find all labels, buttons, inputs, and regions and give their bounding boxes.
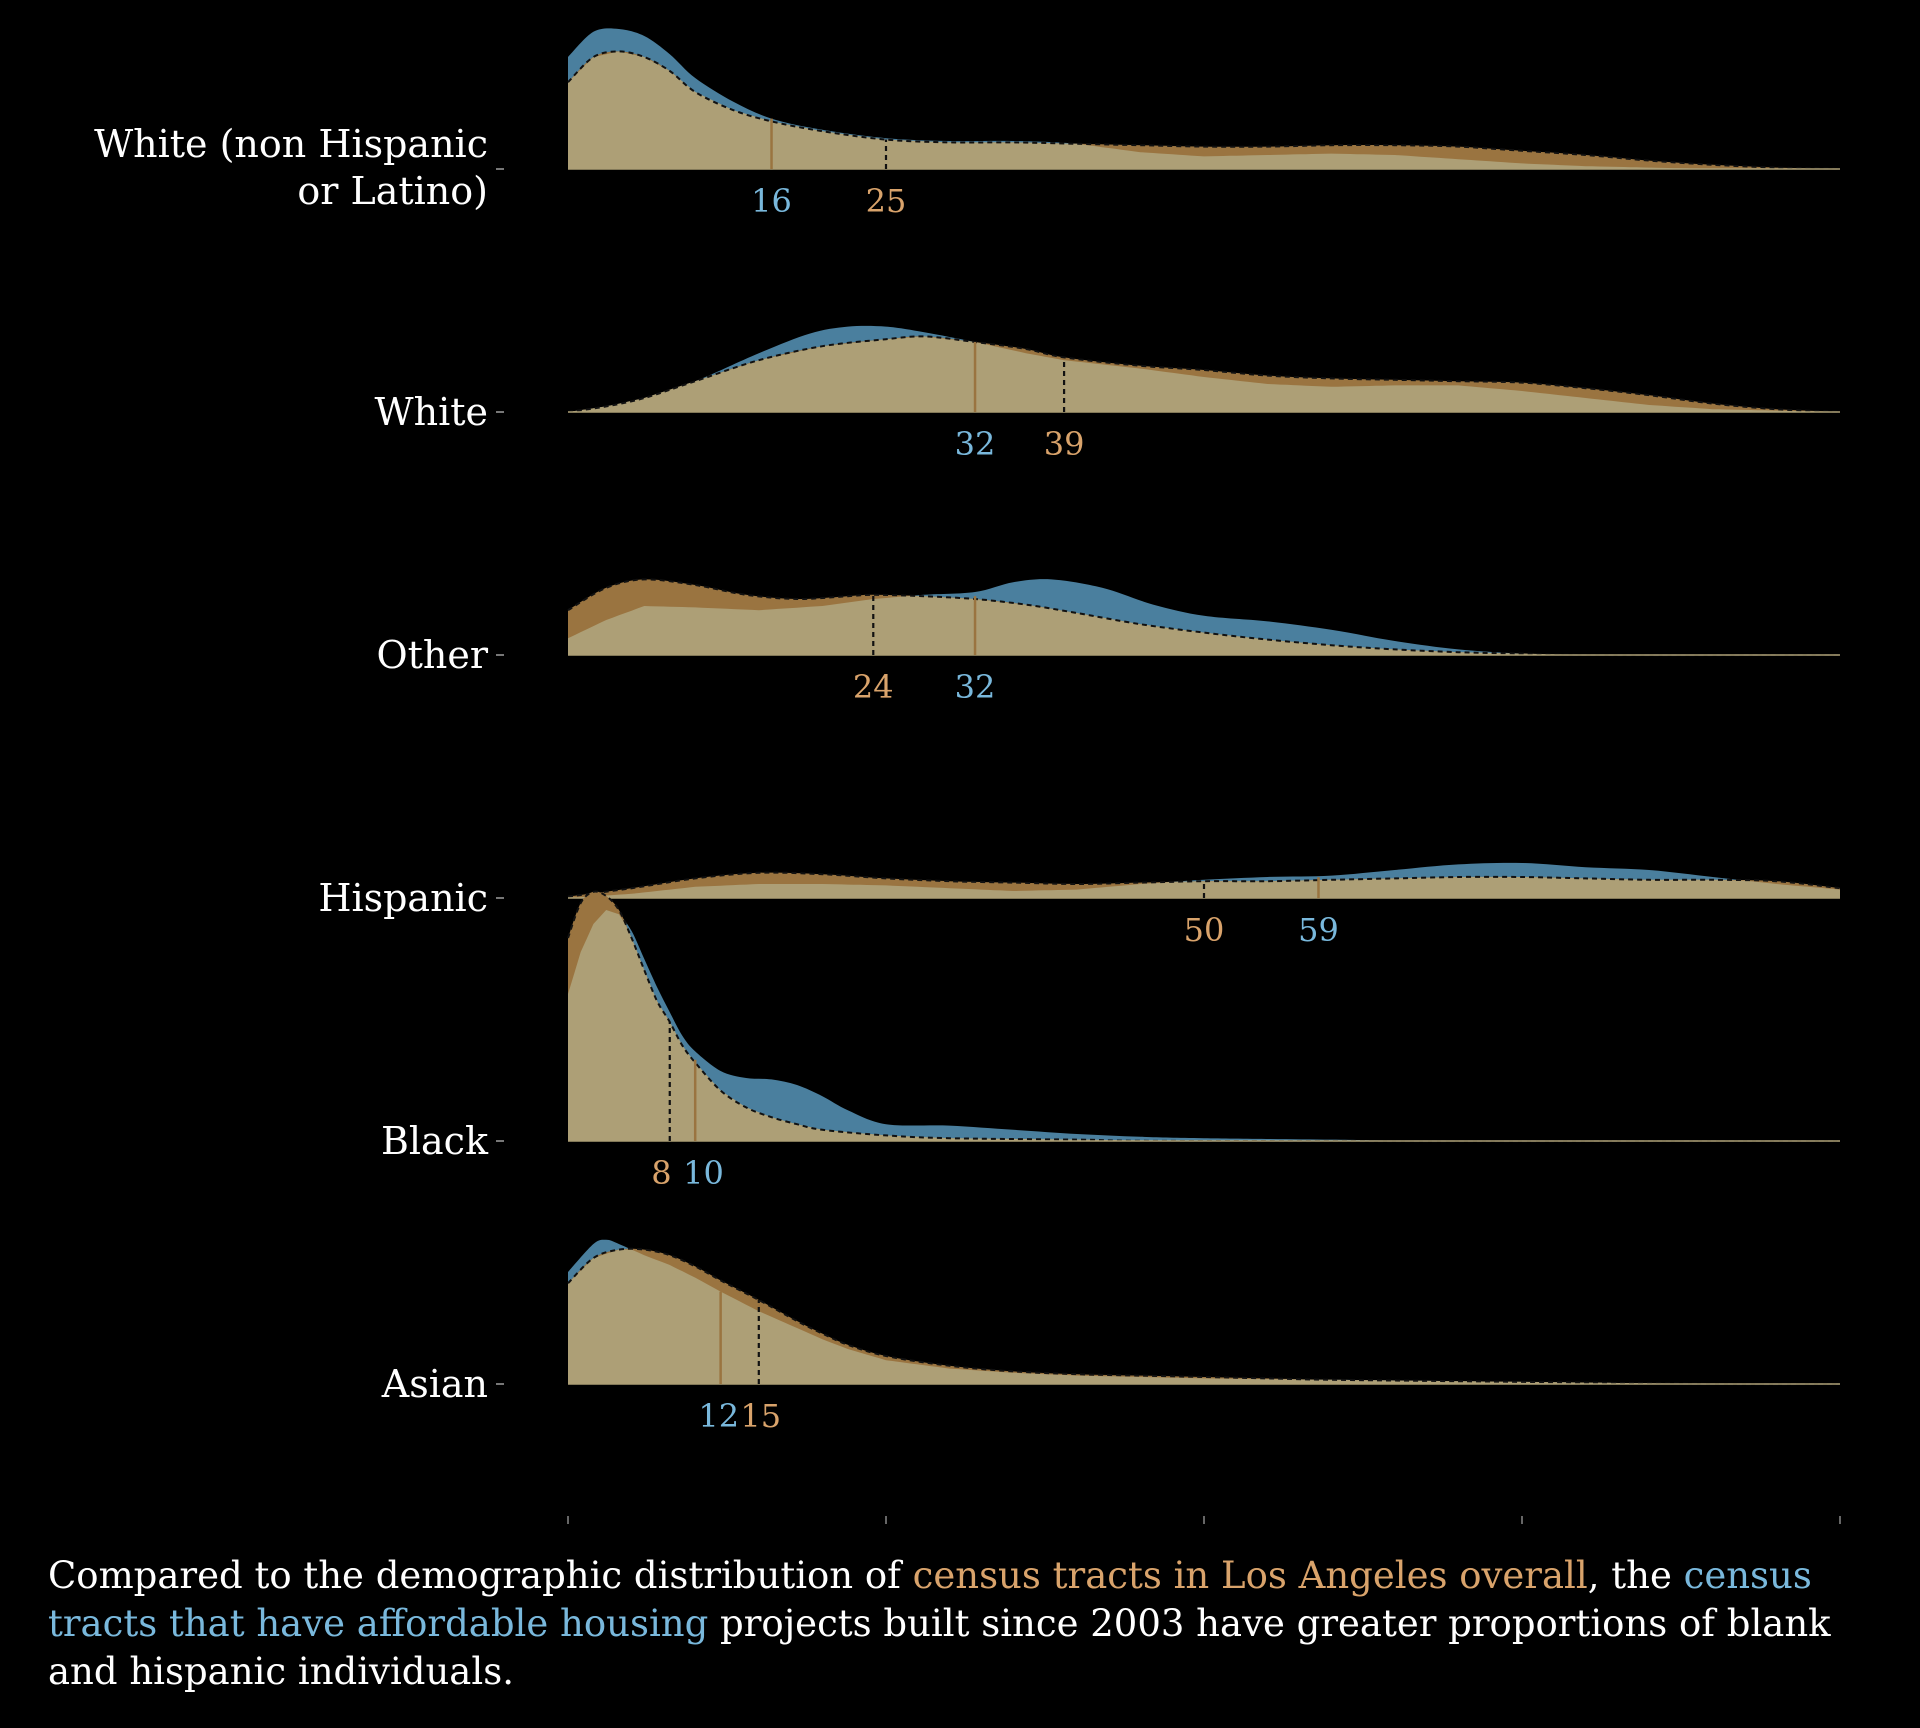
ridge-row-white: 32 39 White [375,325,1841,463]
overall-median-label: 39 [1044,425,1085,463]
ridge-row-black: 8 10 Black [381,890,1841,1192]
caption-prefix: Compared to the demographic distribution… [48,1554,913,1597]
overall-density-outline [567,890,1841,1143]
ridge-row-asian: 12 15 Asian [381,1239,1841,1435]
affordable-median-label: 10 [683,1154,724,1192]
overall-density-outline [567,1247,1841,1386]
overall-density-outline [567,871,1841,898]
row-label-white-non-hispanic-or-latino: White (non Hispanic [94,122,488,166]
ridge-row-hispanic: 50 59 Hispanic [318,862,1841,949]
overall-density-outline [567,50,1841,170]
row-label-black: Black [381,1119,489,1163]
x-axis [567,1516,1841,1524]
row-label-asian: Asian [381,1362,488,1406]
ridge-row-other: 24 32 Other [376,578,1841,706]
overall-median-label: 25 [866,182,907,220]
overlap-density-fill [568,336,1840,412]
affordable-median-label: 32 [955,668,996,706]
affordable-median-label: 32 [955,425,996,463]
affordable-median-label: 16 [751,182,792,220]
overlap-density-fill [568,1249,1840,1384]
caption-middle: , the [1587,1554,1684,1597]
overlap-density-fill [568,595,1840,655]
overall-median-label: 8 [651,1154,671,1192]
caption-affordable-highlight: census tracts that have affordable housi… [48,1554,1812,1645]
overall-median-label: 15 [740,1397,781,1435]
row-label-hispanic: Hispanic [318,876,488,920]
overall-density-outline [567,335,1841,413]
caption-suffix: projects built since 2003 have greater p… [48,1602,1831,1693]
chart-caption: Compared to the demographic distribution… [48,1552,1888,1696]
overall-median-label: 24 [853,668,894,706]
affordable-median-label: 12 [698,1397,739,1435]
caption-overall-highlight: census tracts in Los Angeles overall [912,1554,1588,1597]
row-label-white: White [375,390,488,434]
affordable-median-label: 59 [1298,911,1339,949]
overall-median-label: 50 [1184,911,1225,949]
overall-density-outline [567,578,1841,657]
row-label-white-non-hispanic-or-latino: or Latino) [297,169,488,213]
row-label-other: Other [376,633,488,677]
